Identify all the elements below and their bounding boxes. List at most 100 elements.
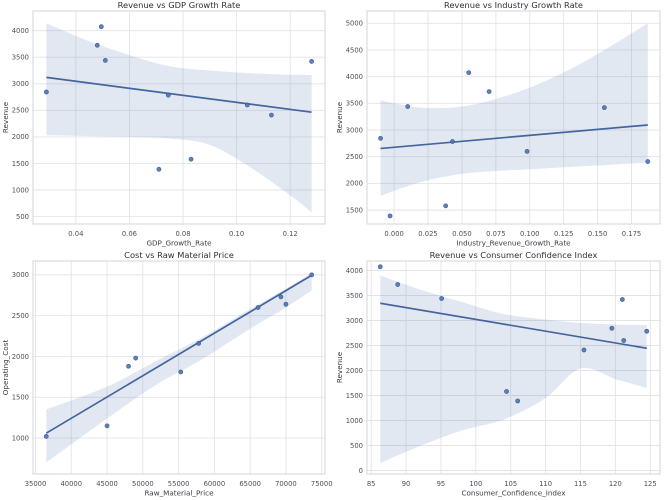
x-axis-label: GDP_Growth_Rate [146, 239, 212, 248]
y-tick-label: 2500 [12, 312, 29, 320]
x-axis-label: Raw_Material_Price [144, 489, 214, 498]
plot-background [33, 11, 325, 224]
y-tick-label: 2000 [12, 353, 29, 361]
data-point [94, 42, 100, 48]
data-point [645, 159, 651, 164]
y-tick-label: 500 [16, 213, 29, 221]
x-tick-label: 115 [574, 480, 587, 488]
chart-svg-cost-material: 35000 40000 45000 50000 55000 60000 65000 70000… [1, 250, 333, 498]
regression-line [46, 76, 312, 114]
y-axis-label: Revenue [335, 101, 344, 133]
x-tick-label: 0.06 [122, 230, 137, 238]
chart-title: Revenue vs Consumer Confidence Index [430, 250, 598, 260]
y-tick-label: 1500 [12, 394, 29, 402]
chart-title: Revenue vs GDP Growth Rate [118, 0, 241, 10]
chart-title: Cost vs Raw Material Price [124, 250, 234, 260]
data-point [133, 355, 139, 361]
y-tick-label: 3000 [12, 271, 29, 279]
y-tick-label: 1500 [12, 160, 29, 168]
data-point [309, 272, 315, 278]
data-point [378, 135, 383, 141]
data-point [466, 70, 472, 76]
y-tick-label: 0 [359, 467, 363, 475]
x-tick-label: 0.12 [283, 230, 298, 238]
chart-svg-revenue-gdp: 0.04 0.06 0.08 0.10 0.12 500 1000 1500 2000 2500 3… [1, 0, 326, 248]
data-point [309, 59, 315, 64]
y-tick-label: 1000 [12, 186, 29, 194]
confidence-band [380, 275, 647, 463]
data-point [196, 341, 202, 346]
data-point [644, 328, 650, 334]
y-tick-label: 2500 [346, 153, 363, 161]
x-tick-label: 85 [367, 480, 376, 488]
data-point [278, 294, 284, 300]
data-point [43, 89, 49, 95]
subplot-revenue-vs-industry-growth: 0.000 0.025 0.050 0.075 0.100 0.125 0.150 0.175… [334, 0, 669, 250]
data-point [387, 213, 393, 219]
y-tick-label: 4000 [346, 267, 363, 275]
plot-background [367, 11, 660, 224]
data-point [156, 166, 162, 172]
x-tick-label: 75000 [311, 480, 333, 488]
y-tick-label: 2500 [12, 107, 29, 115]
y-axis-label: Revenue [1, 101, 10, 133]
subplot-revenue-vs-consumer-confidence: 85 90 95 100 105 110 115 120 125 0 500 1000 1500 2000… [334, 250, 669, 500]
data-points [43, 24, 315, 172]
data-point [126, 363, 131, 369]
y-axis-label: Revenue [335, 351, 344, 383]
subplot-cost-vs-raw-material: 35000 40000 45000 50000 55000 60000 65000 70000… [0, 250, 334, 500]
data-point [188, 156, 194, 162]
data-point [515, 398, 521, 404]
data-point [581, 347, 587, 353]
y-axis-label: Operating_Cost [1, 340, 10, 396]
x-tick-label: 0.08 [175, 230, 190, 238]
data-points [378, 70, 651, 219]
y-tick-label: 3500 [346, 292, 363, 300]
data-point [102, 58, 108, 63]
x-tick-label: 50000 [132, 480, 154, 488]
data-point [377, 264, 383, 270]
data-point [283, 301, 289, 307]
data-point [165, 92, 171, 98]
x-axis-label: Consumer_Confidence_Index [461, 489, 566, 498]
grid-lines [33, 11, 325, 224]
plot-background [367, 261, 660, 474]
x-tick-label: 0.175 [622, 230, 641, 238]
data-point [395, 282, 401, 287]
x-tick-label: 90 [402, 480, 411, 488]
x-tick-label: 55000 [168, 480, 190, 488]
y-tick-label: 4000 [12, 27, 29, 35]
grid-lines [367, 11, 660, 224]
y-tick-label: 3000 [346, 126, 363, 134]
y-tick-label: 4000 [346, 73, 363, 81]
x-tick-label: 100 [469, 480, 482, 488]
x-tick-label: 105 [504, 480, 517, 488]
data-points [377, 264, 650, 404]
data-point [619, 297, 625, 302]
axes-spine [366, 10, 661, 225]
chart-title: Revenue vs Industry Growth Rate [444, 0, 583, 10]
axes-spine [32, 260, 326, 475]
x-tick-label: 60000 [204, 480, 226, 488]
data-point [504, 389, 509, 394]
confidence-band [46, 273, 312, 463]
y-tick-label: 1500 [346, 206, 363, 214]
x-tick-label: 0.075 [486, 230, 505, 238]
data-point [104, 423, 110, 429]
data-point [405, 104, 411, 109]
y-tick-label: 1000 [346, 417, 363, 425]
data-point [269, 112, 274, 118]
confidence-band [380, 23, 648, 196]
regression-line [45, 274, 313, 434]
chart-svg-revenue-industry: 0.000 0.025 0.050 0.075 0.100 0.125 0.150 0.175… [335, 0, 661, 248]
data-point [255, 305, 261, 310]
y-tick-label: 2500 [346, 342, 363, 350]
axes-spine [366, 260, 661, 475]
x-tick-label: 0.04 [68, 230, 83, 238]
data-point [244, 102, 250, 108]
data-point [443, 203, 449, 209]
y-tick-label: 3500 [346, 100, 363, 108]
y-tick-label: 3000 [12, 80, 29, 88]
x-tick-label: 45000 [96, 480, 118, 488]
